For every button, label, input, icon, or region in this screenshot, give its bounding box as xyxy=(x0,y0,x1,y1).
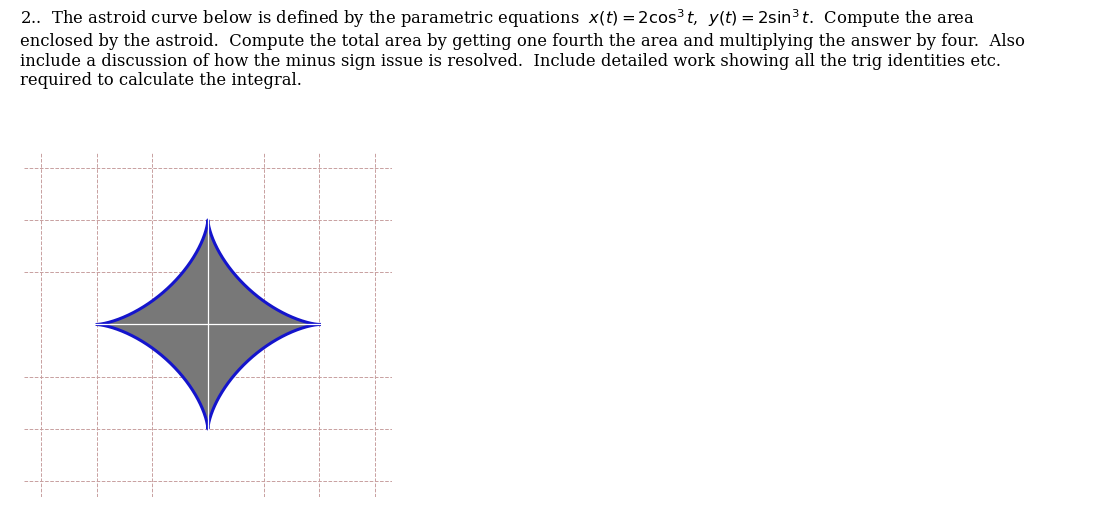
Polygon shape xyxy=(97,220,319,429)
Text: 2..  The astroid curve below is defined by the parametric equations  $x(t) = 2\c: 2.. The astroid curve below is defined b… xyxy=(20,8,1025,89)
